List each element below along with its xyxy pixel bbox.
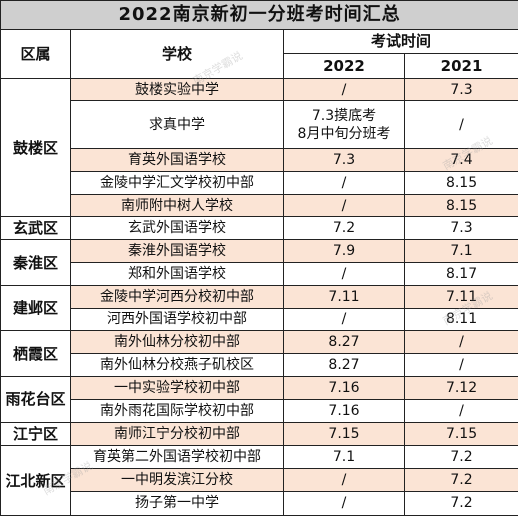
- table-row: 鼓楼区 鼓楼实验中学 / 7.3: [0, 77, 518, 218]
- table-row: 扬子第一中学 / 7.2: [1, 490, 518, 516]
- time-2022-cell: /: [283, 490, 405, 516]
- table-row: 金陵中学汇文学校初中部 / 8.15: [1, 170, 518, 195]
- district-qixia: 栖霞区: [0, 330, 71, 377]
- time-2022-cell: 8.27: [283, 330, 405, 355]
- time-2021-cell: 7.1: [403, 239, 518, 264]
- header-year-2021: 2021: [403, 52, 518, 79]
- time-2021-cell: 7.3: [403, 216, 518, 241]
- time-2021-cell: 7.11: [403, 284, 518, 309]
- time-2022-cell: 7.16: [283, 375, 405, 400]
- table-row: 栖霞区 南外仙林分校初中部 8.27 /: [0, 330, 518, 377]
- time-2021-cell: 7.2: [403, 445, 518, 470]
- school-cell: 育英第二外国语学校初中部: [70, 445, 284, 470]
- time-2022-cell: /: [283, 468, 405, 492]
- district-jiangning: 江宁区: [0, 421, 71, 447]
- table-row: 江宁区 南师江宁分校初中部 7.15 7.15: [0, 421, 518, 447]
- school-cell: 扬子第一中学: [70, 490, 284, 516]
- district-jiangbei: 江北新区: [0, 445, 71, 516]
- school-cell: 金陵中学河西分校初中部: [70, 284, 284, 309]
- time-2021-cell: 8.17: [403, 262, 518, 286]
- time-2022-cell: 7.11: [283, 284, 405, 309]
- table-row: 一中明发滨江分校 / 7.2: [1, 468, 518, 492]
- table-row: 江北新区 育英第二外国语学校初中部 7.1 7.2: [0, 445, 518, 516]
- time-2021-cell: /: [403, 398, 518, 423]
- table-row: 南师附中树人学校 / 8.15: [1, 193, 518, 218]
- header-exam-time: 考试时间: [282, 29, 518, 54]
- table-row: 南外仙林分校燕子矶校区 8.27 /: [1, 353, 518, 377]
- time-2021-cell: 7.2: [403, 490, 518, 516]
- table-row: 求真中学 7.3摸底考 8月中旬分班考 /: [1, 100, 518, 150]
- time-2021-cell: /: [403, 100, 518, 150]
- school-cell: 南外雨花国际学校初中部: [70, 398, 284, 423]
- time-2021-cell: 8.15: [403, 170, 518, 195]
- district-qinhuai: 秦淮区: [0, 239, 71, 286]
- district-jianye: 建邺区: [0, 284, 71, 332]
- district-xuanwu: 玄武区: [0, 216, 71, 241]
- school-cell: 一中实验学校初中部: [70, 375, 284, 400]
- school-cell: 金陵中学汇文学校初中部: [70, 170, 284, 195]
- school-cell: 育英外国语学校: [70, 148, 284, 172]
- header-school: 学校: [70, 29, 284, 79]
- school-cell: 秦淮外国语学校: [70, 239, 284, 264]
- time-2021-cell: 8.15: [403, 193, 518, 218]
- time-2022-cell: 8.27: [283, 353, 405, 377]
- school-cell: 南外仙林分校初中部: [70, 330, 284, 355]
- school-cell: 鼓楼实验中学: [70, 77, 284, 102]
- time-2022-cell: /: [283, 262, 405, 286]
- time-2022-cell: 7.2: [283, 216, 405, 241]
- table-row: 建邺区 金陵中学河西分校初中部 7.11 7.11: [0, 284, 518, 332]
- school-cell: 南师江宁分校初中部: [70, 421, 284, 447]
- time-2021-cell: 7.12: [403, 375, 518, 400]
- time-2021-cell: 7.15: [403, 421, 518, 447]
- district-yuhuatai: 雨花台区: [0, 375, 71, 423]
- school-cell: 南外仙林分校燕子矶校区: [70, 353, 284, 377]
- table-title: 2022南京新初一分班考时间汇总: [0, 0, 518, 30]
- time-2021-cell: /: [403, 353, 518, 377]
- time-2022-cell: /: [283, 307, 405, 332]
- school-cell: 一中明发滨江分校: [70, 468, 284, 492]
- header-year-2022: 2022: [283, 52, 405, 79]
- school-cell: 求真中学: [70, 100, 284, 150]
- time-2022-cell: /: [283, 170, 405, 195]
- time-2022-cell: /: [283, 193, 405, 218]
- table-row: 郑和外国语学校 / 8.17: [1, 262, 518, 286]
- time-2022-cell: 7.15: [283, 421, 405, 447]
- table-row: 河西外国语学校初中部 / 8.11: [1, 307, 518, 332]
- table-row: 玄武区 玄武外国语学校 7.2 7.3: [0, 216, 518, 241]
- time-2021-cell: 7.4: [403, 148, 518, 172]
- time-2022-cell: 7.3: [283, 148, 405, 172]
- school-cell: 郑和外国语学校: [70, 262, 284, 286]
- table-row: 雨花台区 一中实验学校初中部 7.16 7.12: [0, 375, 518, 423]
- time-2022-cell: /: [283, 77, 405, 102]
- time-2021-cell: 8.11: [403, 307, 518, 332]
- time-2021-cell: 7.2: [403, 468, 518, 492]
- time-2021-cell: 7.3: [403, 77, 518, 102]
- table-row: 秦淮区 秦淮外国语学校 7.9 7.1: [0, 239, 518, 286]
- time-2022-cell: 7.9: [283, 239, 405, 264]
- district-gulou: 鼓楼区: [0, 77, 71, 218]
- school-cell: 玄武外国语学校: [70, 216, 284, 241]
- table-row: 南外雨花国际学校初中部 7.16 /: [1, 398, 518, 423]
- time-2022-cell: 7.16: [283, 398, 405, 423]
- time-2022-cell: 7.1: [283, 445, 405, 470]
- school-cell: 南师附中树人学校: [70, 193, 284, 218]
- header-district: 区属: [0, 29, 71, 79]
- school-cell: 河西外国语学校初中部: [70, 307, 284, 332]
- time-2022-cell: 7.3摸底考 8月中旬分班考: [283, 100, 405, 150]
- time-2021-cell: /: [403, 330, 518, 355]
- table-row: 育英外国语学校 7.3 7.4: [1, 148, 518, 172]
